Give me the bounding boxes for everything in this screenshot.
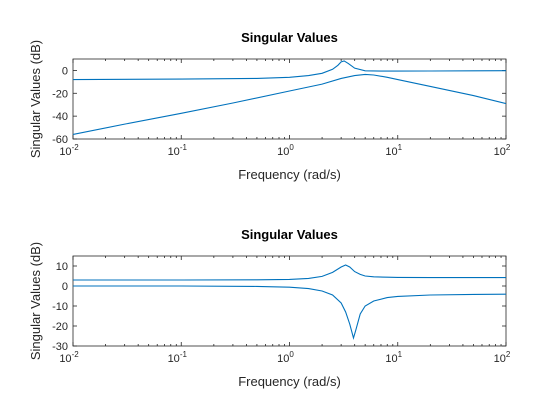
series-line-1 (73, 264, 506, 281)
x-tick-exponent: 0 (289, 143, 294, 152)
x-axis-label: Frequency (rad/s) (238, 167, 341, 182)
subplot-2: Singular Values Frequency (rad/s) Singular… (28, 227, 511, 389)
plot-area (72, 255, 507, 347)
x-tick-label: 10-1 (168, 350, 188, 365)
x-tick-label: 102 (494, 350, 511, 365)
x-tick-label: 100 (277, 350, 294, 365)
y-tick-label: 10 (56, 261, 68, 273)
x-tick-exponent: 1 (398, 350, 403, 359)
x-tick-label: 102 (494, 143, 511, 158)
chart-title: Singular Values (241, 227, 338, 242)
x-tick-exponent: 2 (506, 350, 511, 359)
chart-title: Singular Values (241, 30, 338, 45)
y-tick-label: 0 (62, 65, 68, 77)
series-line-2 (73, 73, 506, 135)
y-tick-label: 0 (62, 281, 68, 293)
y-tick-label: -40 (52, 111, 68, 123)
x-tick-label: 101 (385, 143, 402, 158)
x-tick-label: 101 (385, 350, 402, 365)
x-axis-label: Frequency (rad/s) (238, 374, 341, 389)
x-tick-exponent: -1 (180, 350, 188, 359)
y-tick-label: -20 (52, 321, 68, 333)
y-axis-label: Singular Values (dB) (28, 242, 43, 360)
x-tick-label: 100 (277, 143, 294, 158)
y-tick-label: -60 (52, 134, 68, 146)
y-tick-label: -20 (52, 88, 68, 100)
x-tick-label: 10-1 (168, 143, 188, 158)
y-tick-label: -30 (52, 341, 68, 353)
x-tick-exponent: -1 (180, 143, 188, 152)
series-line-1 (73, 60, 506, 81)
plot-area (72, 58, 507, 140)
x-tick-exponent: 2 (506, 143, 511, 152)
x-tick-exponent: 0 (289, 350, 294, 359)
x-tick-exponent: -2 (72, 350, 80, 359)
subplot-1: Singular Values Frequency (rad/s) Singular… (28, 30, 511, 182)
y-axis-label: Singular Values (dB) (28, 40, 43, 158)
series-line-2 (73, 285, 506, 341)
x-tick-exponent: 1 (398, 143, 403, 152)
x-tick-exponent: -2 (72, 143, 80, 152)
y-tick-label: -10 (52, 301, 68, 313)
